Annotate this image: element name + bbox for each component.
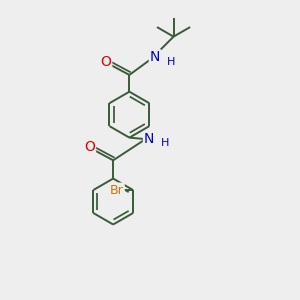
- Text: Br: Br: [110, 184, 124, 196]
- Text: O: O: [84, 140, 95, 154]
- Text: O: O: [100, 55, 111, 69]
- Text: N: N: [144, 132, 154, 146]
- Text: H: H: [161, 138, 169, 148]
- Text: H: H: [167, 57, 175, 67]
- Text: N: N: [150, 50, 160, 64]
